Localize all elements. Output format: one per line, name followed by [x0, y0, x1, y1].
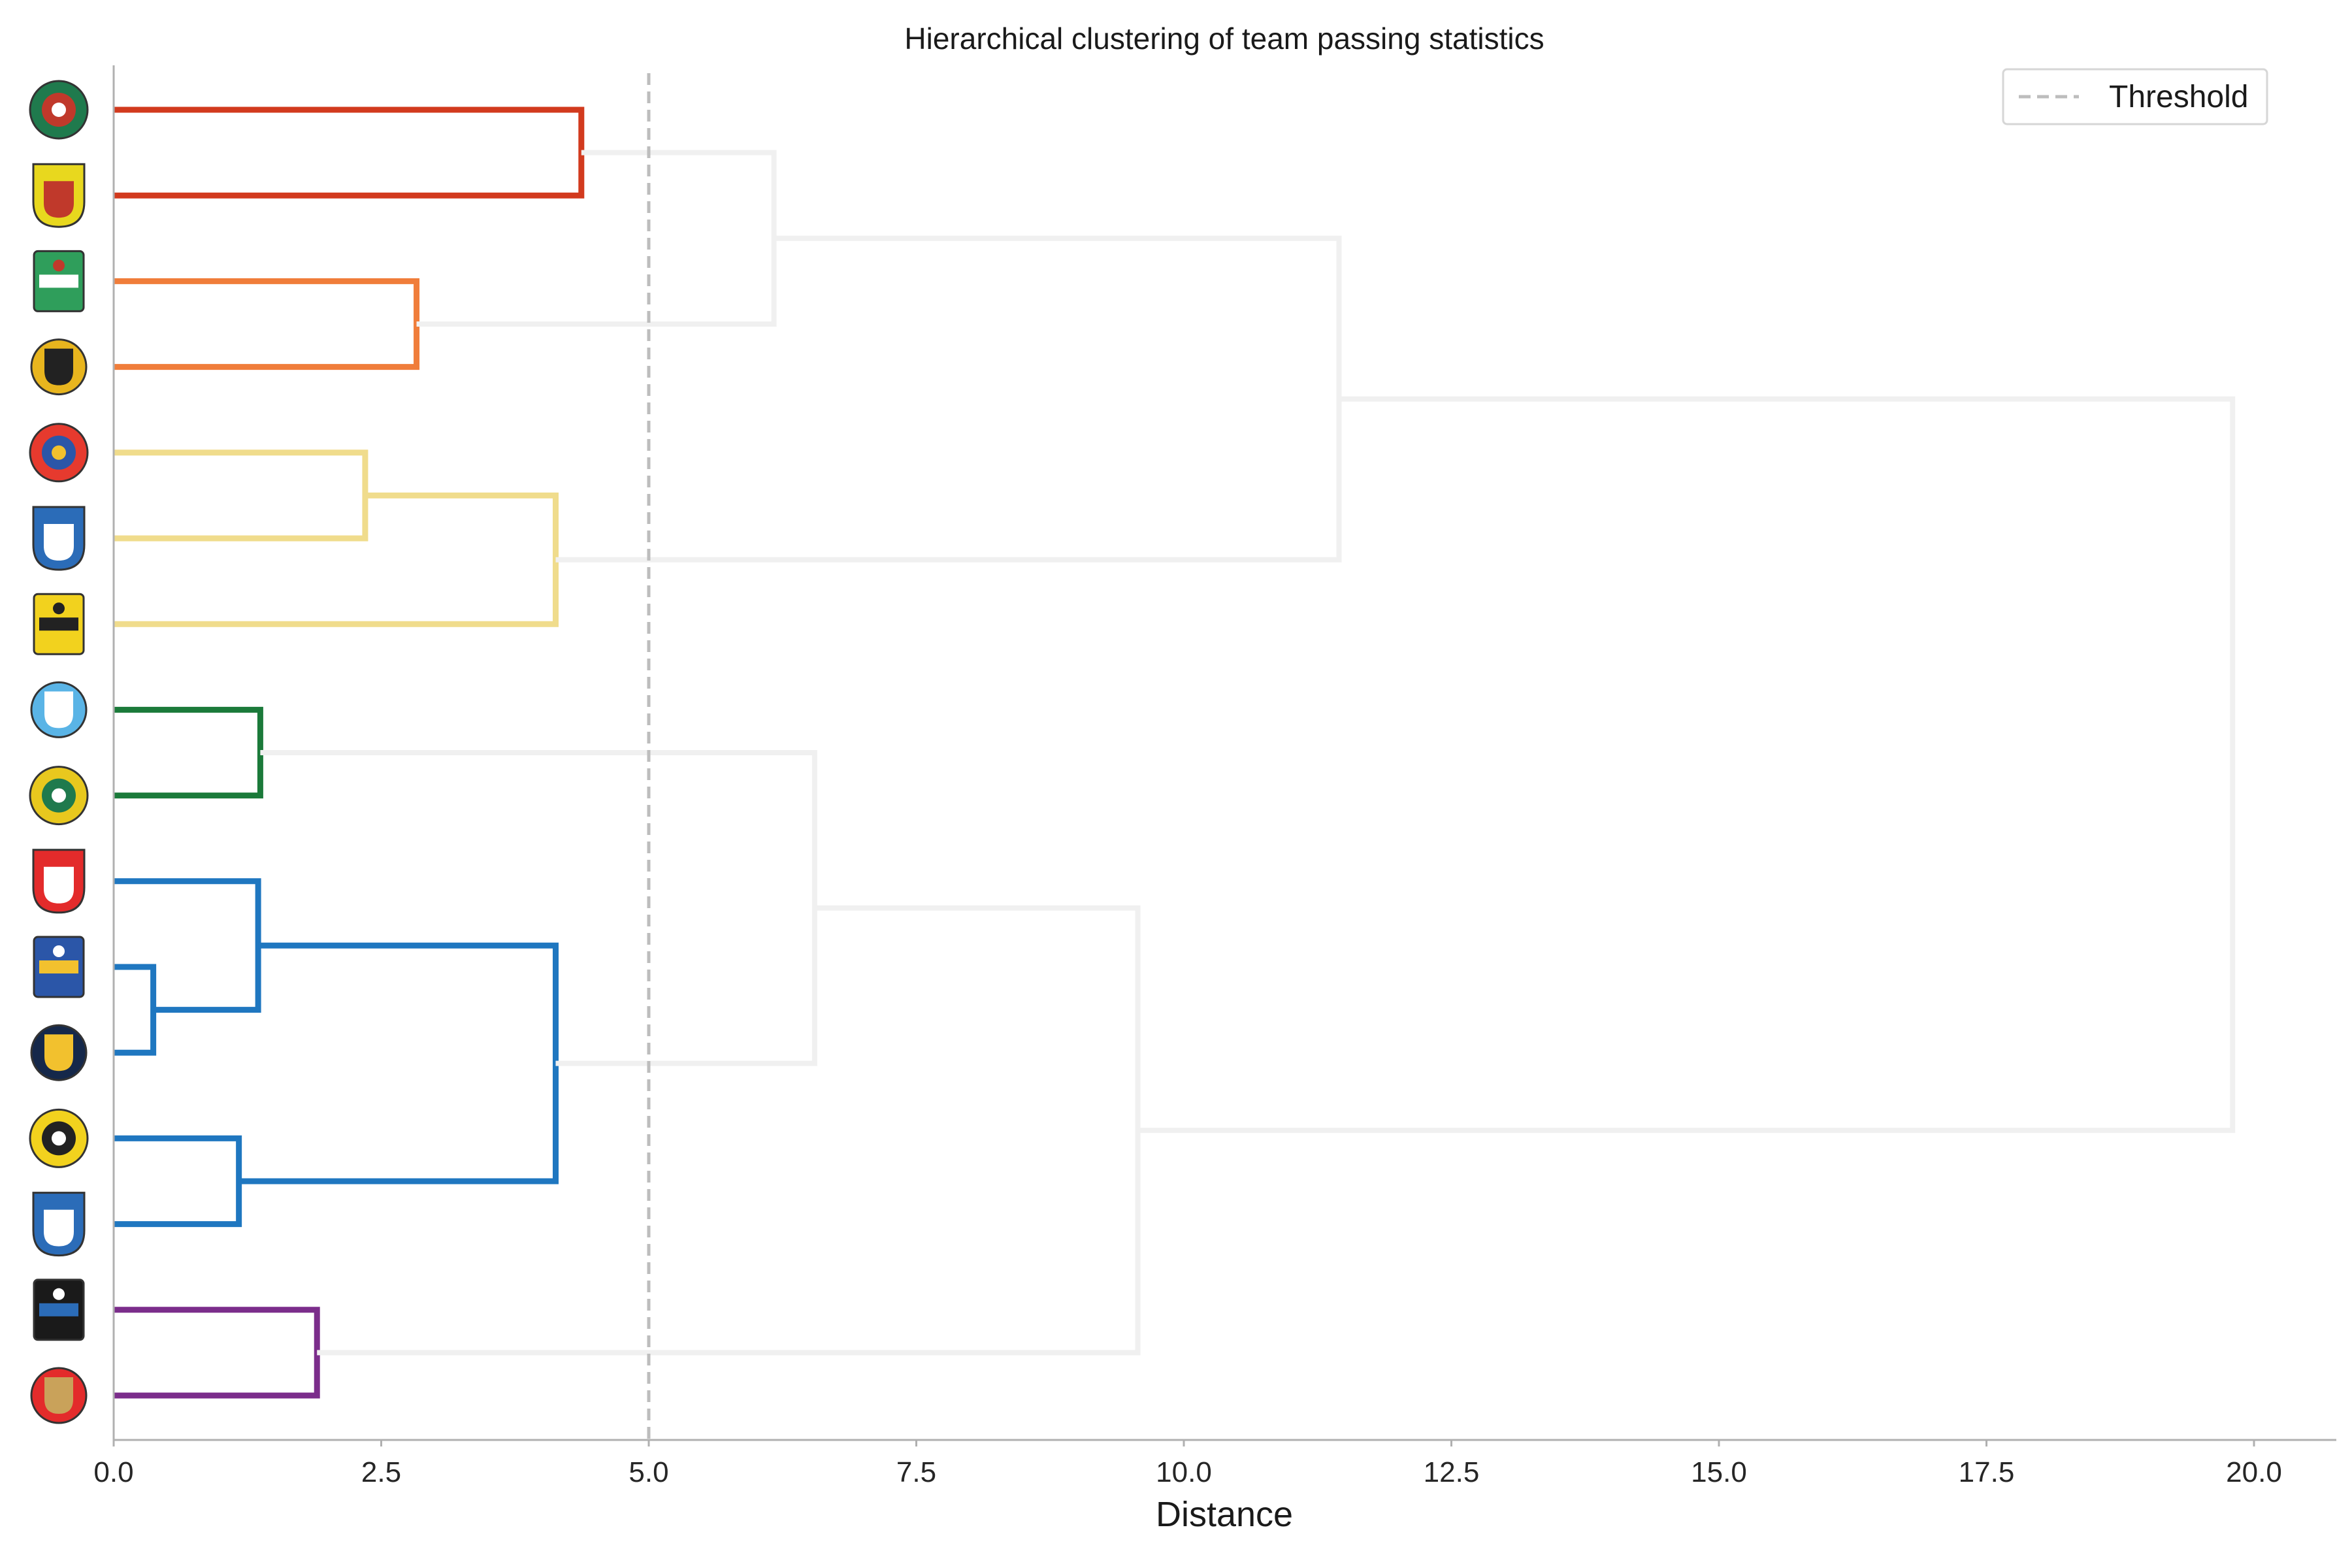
degerfors-crest-icon — [32, 849, 86, 914]
aik-crest-icon — [30, 1024, 88, 1081]
legend-threshold-label: Threshold — [2109, 80, 2248, 114]
x-tick-label: 10.0 — [1156, 1456, 1212, 1488]
chart-title: Hierarchical clustering of team passing … — [904, 22, 1544, 56]
legend: Threshold — [2002, 68, 2268, 125]
dendrogram-link — [416, 150, 777, 327]
goteborg-crest-icon — [33, 936, 85, 998]
dendrogram-link — [114, 964, 157, 1056]
varberg-crest-icon — [33, 250, 85, 312]
hammarby-crest-icon — [29, 766, 89, 826]
x-tick-label: 15.0 — [1691, 1456, 1747, 1488]
x-tick-label: 5.0 — [629, 1456, 668, 1488]
dendrogram-link — [238, 942, 559, 1184]
djurgarden-crest-icon — [29, 423, 89, 483]
x-tick-label: 0.0 — [93, 1456, 133, 1488]
ostersund-crest-icon — [32, 163, 86, 228]
hacken-crest-icon — [29, 1108, 89, 1168]
dendrogram-link — [260, 750, 817, 1066]
dendrogram-link — [1137, 396, 2236, 1134]
x-tick-label: 2.5 — [361, 1456, 401, 1488]
dendrogram-link — [114, 1307, 320, 1399]
leaf-crests — [29, 80, 89, 1424]
x-tick-label: 17.5 — [1959, 1456, 2015, 1488]
x-tick-label: 20.0 — [2226, 1456, 2282, 1488]
halmstad-crest-icon — [32, 506, 86, 571]
norrkoping-crest-icon — [32, 1192, 86, 1257]
elfsborg-crest-icon — [33, 593, 85, 655]
dendrogram-link — [317, 905, 1141, 1356]
kalmar-crest-icon — [30, 1367, 88, 1424]
dendrogram-links — [114, 106, 2236, 1399]
dendrogram-link — [114, 1135, 242, 1228]
mjallby-crest-icon — [30, 338, 88, 396]
x-tick-label: 7.5 — [896, 1456, 936, 1488]
dendrogram-link — [114, 878, 261, 1013]
orebro-crest-icon — [29, 80, 89, 140]
dendrogram-link — [114, 492, 559, 627]
dendrogram-link — [114, 106, 585, 199]
dendrogram-link — [555, 235, 1342, 563]
x-tick-label: 12.5 — [1424, 1456, 1480, 1488]
x-axis-title: Distance — [1156, 1495, 1293, 1534]
malmo-crest-icon — [30, 681, 88, 738]
sirius-crest-icon — [33, 1279, 85, 1341]
legend-box — [2002, 68, 2268, 125]
dendrogram-link — [114, 706, 263, 799]
dendrogram-link — [114, 278, 420, 370]
x-axis: 0.0 2.5 5.0 7.5 10.0 12.5 15.0 17.5 20.0 — [93, 65, 2336, 1488]
dendrogram-link — [114, 449, 368, 542]
